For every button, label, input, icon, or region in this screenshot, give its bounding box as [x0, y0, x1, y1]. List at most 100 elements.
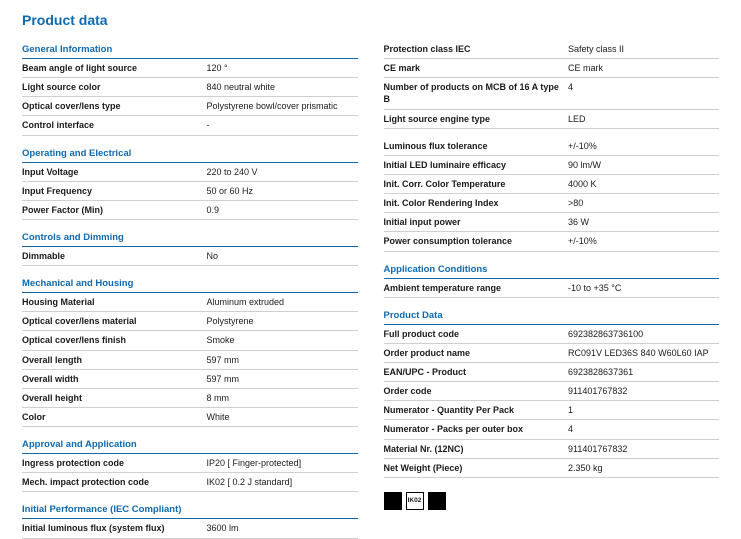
- row-value: 4: [568, 81, 719, 105]
- row-value: No: [207, 250, 358, 262]
- row-label: Ambient temperature range: [384, 282, 569, 294]
- data-row: Input Voltage220 to 240 V: [22, 163, 358, 182]
- row-label: Input Voltage: [22, 166, 207, 178]
- data-row: DimmableNo: [22, 247, 358, 266]
- data-row: Initial LED luminaire efficacy90 lm/W: [384, 156, 720, 175]
- badge-ik-icon: IK02: [406, 492, 424, 510]
- row-value: -10 to +35 °C: [568, 282, 719, 294]
- data-row: Mech. impact protection codeIK02 [ 0.2 J…: [22, 473, 358, 492]
- data-row: ColorWhite: [22, 408, 358, 427]
- section-header: General Information: [22, 40, 358, 59]
- row-value: 4000 K: [568, 178, 719, 190]
- row-value: Smoke: [207, 334, 358, 346]
- row-value: 911401767832: [568, 385, 719, 397]
- data-row: Order code911401767832: [384, 382, 720, 401]
- row-label: Color: [22, 411, 207, 423]
- section-header: Approval and Application: [22, 435, 358, 454]
- section-header: Initial Performance (IEC Compliant): [22, 500, 358, 519]
- data-row: Number of products on MCB of 16 A type B…: [384, 78, 720, 109]
- row-label: Overall width: [22, 373, 207, 385]
- data-row: Order product nameRC091V LED36S 840 W60L…: [384, 344, 720, 363]
- row-label: Mech. impact protection code: [22, 476, 207, 488]
- row-value: 597 mm: [207, 373, 358, 385]
- row-value: 840 neutral white: [207, 81, 358, 93]
- data-row: Power Factor (Min)0.9: [22, 201, 358, 220]
- row-label: Light source engine type: [384, 113, 569, 125]
- row-value: 120 °: [207, 62, 358, 74]
- row-value: CE mark: [568, 62, 719, 74]
- data-row: Housing MaterialAluminum extruded: [22, 293, 358, 312]
- row-label: Power consumption tolerance: [384, 235, 569, 247]
- data-row: Light source engine typeLED: [384, 110, 720, 129]
- row-label: Order code: [384, 385, 569, 397]
- row-label: Luminous flux tolerance: [384, 140, 569, 152]
- row-label: CE mark: [384, 62, 569, 74]
- row-label: Light source color: [22, 81, 207, 93]
- badge-square-icon: [384, 492, 402, 510]
- row-label: Ingress protection code: [22, 457, 207, 469]
- page-title: Product data: [22, 12, 719, 28]
- row-label: Overall length: [22, 354, 207, 366]
- row-label: Input Frequency: [22, 185, 207, 197]
- spacer: [384, 129, 720, 137]
- compliance-badges: IK02: [384, 492, 720, 510]
- data-row: Luminous flux tolerance+/-10%: [384, 137, 720, 156]
- row-label: Net Weight (Piece): [384, 462, 569, 474]
- data-row: Optical cover/lens typePolystyrene bowl/…: [22, 97, 358, 116]
- row-label: Initial input power: [384, 216, 569, 228]
- row-label: Control interface: [22, 119, 207, 131]
- data-row: Initial luminous flux (system flux)3600 …: [22, 519, 358, 538]
- row-label: Material Nr. (12NC): [384, 443, 569, 455]
- row-label: Protection class IEC: [384, 43, 569, 55]
- data-row: Control interface-: [22, 116, 358, 135]
- section-header: Mechanical and Housing: [22, 274, 358, 293]
- row-label: Optical cover/lens material: [22, 315, 207, 327]
- data-row: Initial input power36 W: [384, 213, 720, 232]
- row-value: 2.350 kg: [568, 462, 719, 474]
- row-value: LED: [568, 113, 719, 125]
- row-value: White: [207, 411, 358, 423]
- row-label: Init. Corr. Color Temperature: [384, 178, 569, 190]
- left-column: General InformationBeam angle of light s…: [22, 40, 358, 539]
- data-row: Numerator - Packs per outer box4: [384, 420, 720, 439]
- row-label: Numerator - Quantity Per Pack: [384, 404, 569, 416]
- row-label: Optical cover/lens type: [22, 100, 207, 112]
- row-label: Dimmable: [22, 250, 207, 262]
- row-value: 911401767832: [568, 443, 719, 455]
- section-header: Product Data: [384, 306, 720, 325]
- data-row: Init. Corr. Color Temperature4000 K: [384, 175, 720, 194]
- data-row: Overall length597 mm: [22, 351, 358, 370]
- data-row: Power consumption tolerance+/-10%: [384, 232, 720, 251]
- right-column: Protection class IECSafety class II CE ma…: [384, 40, 720, 539]
- data-row: EAN/UPC - Product6923828637361: [384, 363, 720, 382]
- row-value: RC091V LED36S 840 W60L60 IAP: [568, 347, 719, 359]
- row-value: IK02 [ 0.2 J standard]: [207, 476, 358, 488]
- data-row: Beam angle of light source120 °: [22, 59, 358, 78]
- row-label: Overall height: [22, 392, 207, 404]
- row-value: 1: [568, 404, 719, 416]
- data-row: Input Frequency50 or 60 Hz: [22, 182, 358, 201]
- row-label: Initial luminous flux (system flux): [22, 522, 207, 534]
- row-value: Aluminum extruded: [207, 296, 358, 308]
- row-value: IP20 [ Finger-protected]: [207, 457, 358, 469]
- row-label: Number of products on MCB of 16 A type B: [384, 81, 569, 105]
- row-label: Optical cover/lens finish: [22, 334, 207, 346]
- row-value: 90 lm/W: [568, 159, 719, 171]
- data-row: Numerator - Quantity Per Pack1: [384, 401, 720, 420]
- section-header: Operating and Electrical: [22, 144, 358, 163]
- row-value: 4: [568, 423, 719, 435]
- row-label: Initial LED luminaire efficacy: [384, 159, 569, 171]
- row-label: Init. Color Rendering Index: [384, 197, 569, 209]
- data-row: Net Weight (Piece)2.350 kg: [384, 459, 720, 478]
- data-row: Overall width597 mm: [22, 370, 358, 389]
- row-value: 3600 lm: [207, 522, 358, 534]
- row-value: Safety class II: [568, 43, 719, 55]
- row-value: Polystyrene: [207, 315, 358, 327]
- data-row: CE markCE mark: [384, 59, 720, 78]
- row-label: Numerator - Packs per outer box: [384, 423, 569, 435]
- data-row: Overall height8 mm: [22, 389, 358, 408]
- data-row: Ambient temperature range-10 to +35 °C: [384, 279, 720, 298]
- row-value: Polystyrene bowl/cover prismatic: [207, 100, 358, 112]
- row-label: EAN/UPC - Product: [384, 366, 569, 378]
- data-row: Optical cover/lens materialPolystyrene: [22, 312, 358, 331]
